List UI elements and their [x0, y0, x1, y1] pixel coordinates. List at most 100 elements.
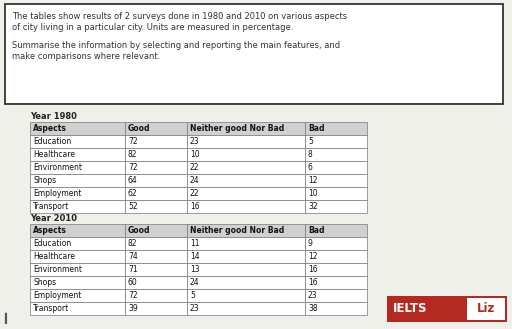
Text: Environment: Environment — [33, 265, 82, 274]
Text: Transport: Transport — [33, 202, 69, 211]
Bar — [125, 250, 187, 263]
Text: 10: 10 — [308, 189, 317, 198]
Bar — [305, 200, 367, 213]
Bar — [30, 122, 125, 135]
Text: 16: 16 — [308, 265, 317, 274]
Bar — [305, 148, 367, 161]
Bar — [305, 237, 367, 250]
Bar — [30, 289, 125, 302]
Text: 5: 5 — [308, 137, 313, 146]
Text: make comparisons where relevant.: make comparisons where relevant. — [12, 52, 160, 61]
Bar — [125, 174, 187, 187]
Text: 32: 32 — [308, 202, 317, 211]
Bar — [5, 4, 503, 104]
Text: Summarise the information by selecting and reporting the main features, and: Summarise the information by selecting a… — [12, 41, 340, 50]
Text: of city living in a particular city. Units are measured in percentage.: of city living in a particular city. Uni… — [12, 23, 293, 32]
Bar — [30, 276, 125, 289]
Bar — [187, 224, 305, 237]
Text: 71: 71 — [128, 265, 138, 274]
Bar — [125, 289, 187, 302]
Bar — [30, 135, 125, 148]
Text: The tables show results of 2 surveys done in 1980 and 2010 on various aspects: The tables show results of 2 surveys don… — [12, 12, 347, 21]
Text: 64: 64 — [128, 176, 138, 185]
Text: Aspects: Aspects — [33, 124, 67, 133]
Bar — [305, 263, 367, 276]
Text: Employment: Employment — [33, 189, 81, 198]
Text: 39: 39 — [128, 304, 138, 313]
Text: 22: 22 — [190, 189, 200, 198]
Text: 22: 22 — [190, 163, 200, 172]
Bar — [30, 263, 125, 276]
Text: Education: Education — [33, 239, 71, 248]
Bar — [305, 187, 367, 200]
Text: 62: 62 — [128, 189, 138, 198]
Text: 14: 14 — [190, 252, 200, 261]
Text: Healthcare: Healthcare — [33, 150, 75, 159]
Bar — [125, 302, 187, 315]
Text: Shops: Shops — [33, 278, 56, 287]
Bar — [187, 289, 305, 302]
Bar — [125, 200, 187, 213]
Text: 82: 82 — [128, 150, 138, 159]
Text: Transport: Transport — [33, 304, 69, 313]
Text: 16: 16 — [190, 202, 200, 211]
Text: 16: 16 — [308, 278, 317, 287]
Bar — [30, 174, 125, 187]
Text: 5: 5 — [190, 291, 195, 300]
Bar — [187, 250, 305, 263]
Bar — [305, 174, 367, 187]
Text: 24: 24 — [190, 176, 200, 185]
Text: 72: 72 — [128, 163, 138, 172]
Bar — [187, 276, 305, 289]
Bar — [187, 302, 305, 315]
Bar — [30, 161, 125, 174]
Text: 38: 38 — [308, 304, 317, 313]
Text: 24: 24 — [190, 278, 200, 287]
Bar — [467, 298, 505, 320]
Bar — [30, 148, 125, 161]
Text: Neither good Nor Bad: Neither good Nor Bad — [190, 124, 284, 133]
Text: 9: 9 — [308, 239, 313, 248]
Text: 23: 23 — [190, 137, 200, 146]
Bar — [125, 161, 187, 174]
Bar — [187, 161, 305, 174]
Text: 23: 23 — [190, 304, 200, 313]
Bar — [30, 237, 125, 250]
Text: Year 2010: Year 2010 — [30, 214, 77, 223]
Text: Shops: Shops — [33, 176, 56, 185]
Bar — [125, 263, 187, 276]
Text: IELTS: IELTS — [393, 302, 428, 316]
Text: 60: 60 — [128, 278, 138, 287]
Bar — [125, 237, 187, 250]
Text: Liz: Liz — [477, 302, 495, 316]
Bar — [387, 296, 507, 322]
Bar — [30, 224, 125, 237]
Bar — [305, 224, 367, 237]
Bar — [30, 302, 125, 315]
Bar — [187, 122, 305, 135]
Text: 13: 13 — [190, 265, 200, 274]
Text: 12: 12 — [308, 176, 317, 185]
Text: Neither good Nor Bad: Neither good Nor Bad — [190, 226, 284, 235]
Text: Good: Good — [128, 124, 151, 133]
Text: Environment: Environment — [33, 163, 82, 172]
Text: 72: 72 — [128, 291, 138, 300]
Text: ▎: ▎ — [4, 313, 12, 324]
Bar — [187, 135, 305, 148]
Text: 72: 72 — [128, 137, 138, 146]
Bar — [187, 237, 305, 250]
Bar — [305, 302, 367, 315]
Bar — [305, 276, 367, 289]
Text: Employment: Employment — [33, 291, 81, 300]
Bar — [305, 122, 367, 135]
Text: 74: 74 — [128, 252, 138, 261]
Bar — [125, 148, 187, 161]
Text: Bad: Bad — [308, 226, 325, 235]
Bar — [305, 135, 367, 148]
Text: Aspects: Aspects — [33, 226, 67, 235]
Text: 52: 52 — [128, 202, 138, 211]
Text: 23: 23 — [308, 291, 317, 300]
Bar — [125, 224, 187, 237]
Text: 10: 10 — [190, 150, 200, 159]
Text: Good: Good — [128, 226, 151, 235]
